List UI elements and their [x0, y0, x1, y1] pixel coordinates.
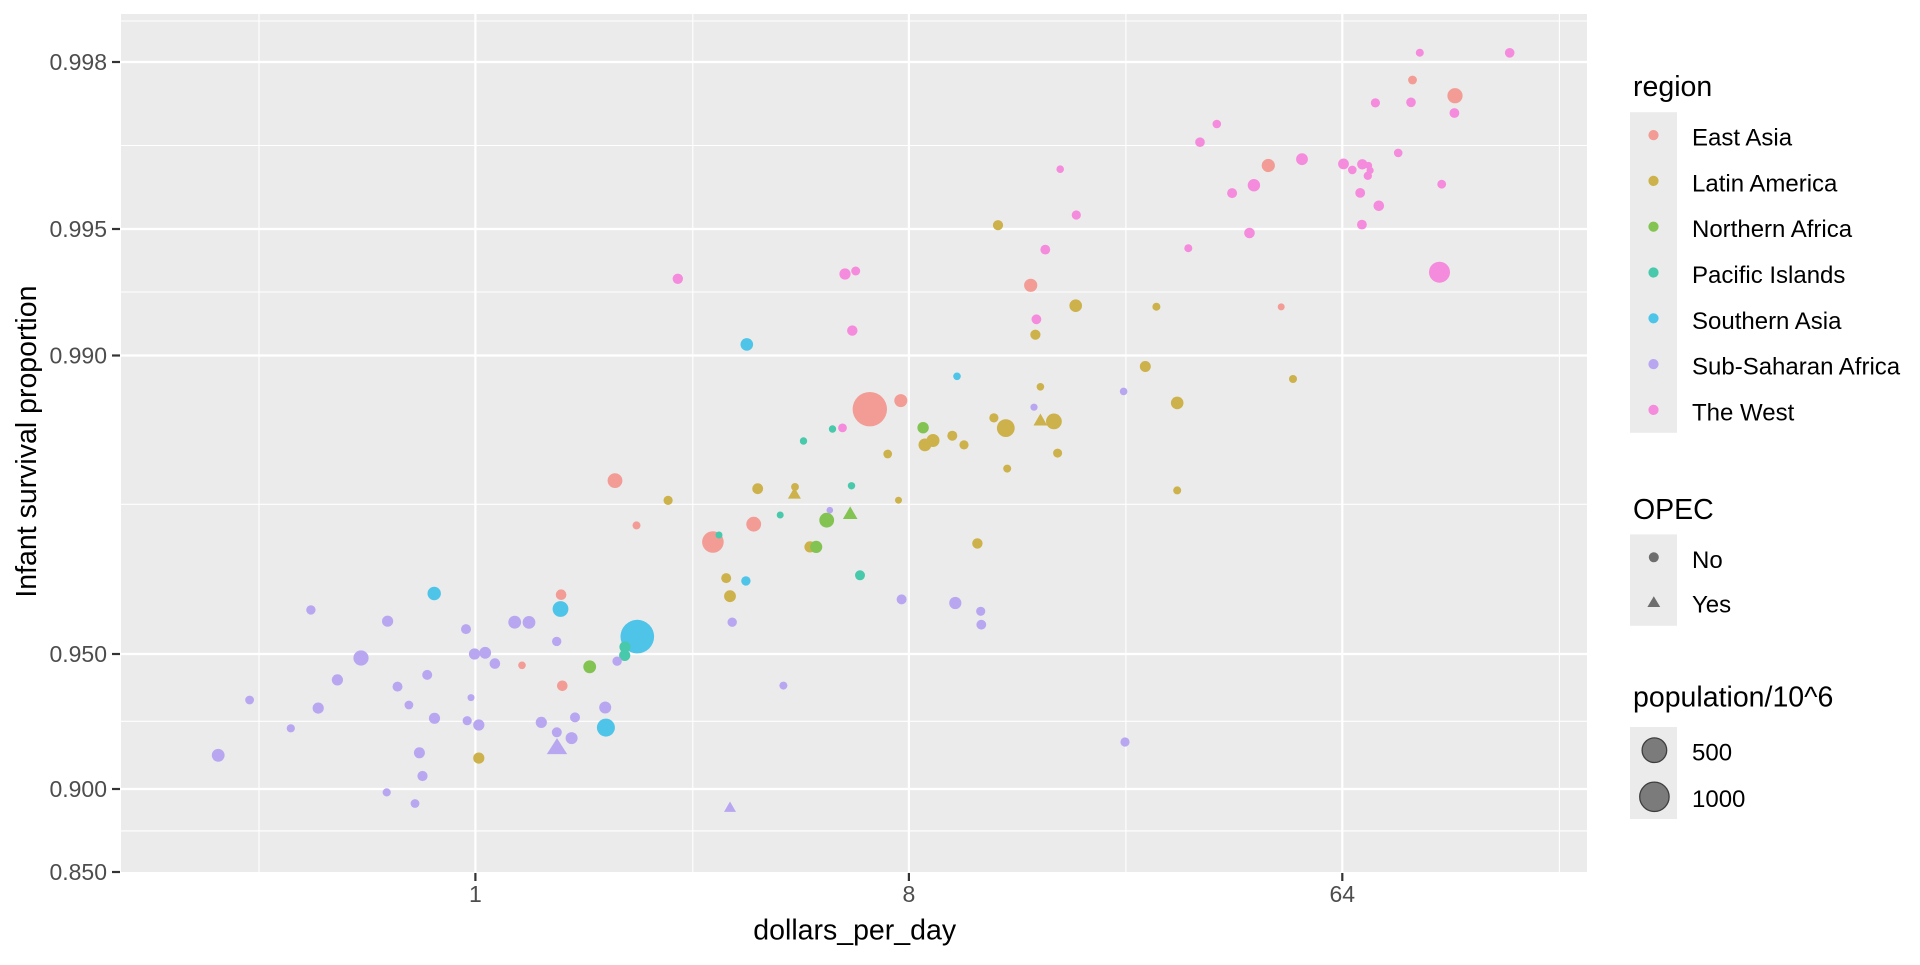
svg-text:Pacific Islands: Pacific Islands [1692, 262, 1845, 289]
svg-text:Yes: Yes [1692, 592, 1731, 619]
svg-text:population/10^6: population/10^6 [1633, 682, 1833, 714]
svg-text:0.990: 0.990 [49, 343, 107, 369]
svg-text:region: region [1633, 71, 1712, 103]
svg-text:No: No [1692, 547, 1723, 574]
svg-text:Southern Asia: Southern Asia [1692, 308, 1842, 335]
svg-text:Sub-Saharan Africa: Sub-Saharan Africa [1692, 354, 1901, 381]
svg-text:8: 8 [903, 881, 916, 907]
svg-text:0.850: 0.850 [49, 859, 107, 885]
svg-text:1000: 1000 [1692, 786, 1745, 813]
svg-text:dollars_per_day: dollars_per_day [753, 915, 957, 947]
svg-text:0.950: 0.950 [49, 641, 107, 667]
svg-text:Infant survival proportion: Infant survival proportion [11, 286, 43, 598]
svg-text:OPEC: OPEC [1633, 494, 1714, 526]
svg-text:0.900: 0.900 [49, 776, 107, 802]
svg-text:0.998: 0.998 [49, 49, 107, 75]
svg-text:The West: The West [1692, 399, 1795, 426]
svg-text:1: 1 [469, 881, 482, 907]
svg-text:0.995: 0.995 [49, 216, 107, 242]
svg-text:64: 64 [1330, 881, 1356, 907]
svg-text:Latin America: Latin America [1692, 170, 1838, 197]
svg-text:East Asia: East Asia [1692, 125, 1793, 152]
svg-text:Northern Africa: Northern Africa [1692, 216, 1853, 243]
svg-text:500: 500 [1692, 739, 1732, 766]
